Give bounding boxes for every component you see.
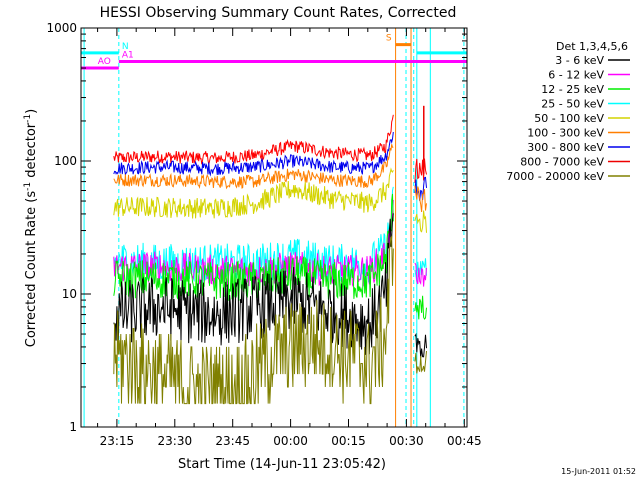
x-tick-label: 00:30	[389, 434, 424, 448]
plot-frame	[80, 27, 468, 428]
series-trace	[113, 199, 394, 287]
y-tick-label: 1	[69, 420, 77, 434]
axes: 23:15 23:30 23:45 00:00 00:15 00:30 00:45 1 10 10…	[46, 21, 481, 448]
x-tick-label: 23:30	[158, 434, 193, 448]
x-tick-label: 00:45	[447, 434, 482, 448]
x-tick-label: 23:15	[100, 434, 135, 448]
y-tick-label: 10	[62, 287, 77, 301]
legend-entry-label: 3 - 6 keV	[555, 54, 604, 67]
x-tick-label: 00:15	[331, 434, 366, 448]
y-axis-label: Corrected Count Rate (s-1 detector-1)	[23, 109, 39, 347]
series-trace	[113, 193, 394, 301]
series-trace	[113, 144, 394, 190]
y-tick-label: 100	[54, 154, 77, 168]
legend-entry-label: 7000 - 20000 keV	[506, 170, 604, 183]
y-axis-label-mid: detector	[24, 122, 39, 182]
legend-header: Det 1,3,4,5,6	[556, 40, 628, 53]
x-tick-label: 23:45	[215, 434, 250, 448]
series-trace	[113, 213, 394, 355]
series-trace-after	[414, 350, 427, 374]
plot-area: N AO A1 S	[81, 28, 467, 427]
chart-title: HESSI Observing Summary Count Rates, Cor…	[100, 5, 457, 21]
legend-entry-label: 300 - 800 keV	[527, 141, 604, 154]
state-bar-label: AO	[98, 57, 111, 67]
legend-entry-label: 50 - 100 keV	[534, 112, 604, 125]
x-axis-label: Start Time (14-Jun-11 23:05:42)	[178, 457, 386, 472]
y-tick-label: 1000	[46, 21, 77, 35]
y-axis-label-sup1: -1	[23, 182, 33, 191]
series-trace	[113, 167, 394, 219]
footer-date: 15-Jun-2011 01:52	[561, 467, 636, 476]
legend-entry-label: 800 - 7000 keV	[520, 156, 604, 169]
legend-entry-label: 25 - 50 keV	[541, 98, 604, 111]
series-trace	[113, 131, 394, 177]
series-trace	[113, 114, 394, 165]
y-axis-label-main: Corrected Count Rate (s	[24, 191, 39, 348]
series-trace-after	[414, 262, 427, 287]
state-bar-label: N	[122, 42, 129, 52]
x-tick-label: 00:00	[273, 434, 308, 448]
legend-entry-label: 6 - 12 keV	[548, 69, 604, 82]
state-bar-label: S	[386, 34, 392, 44]
legend-entry-label: 100 - 300 keV	[527, 127, 604, 140]
legend-entry-label: 12 - 25 keV	[541, 83, 604, 96]
y-axis-label-sup2: -1	[23, 114, 33, 123]
series-trace-after	[414, 185, 427, 213]
series-trace	[113, 234, 394, 405]
y-axis-label-end: )	[24, 109, 39, 114]
series-trace-after	[414, 295, 427, 320]
series-trace-after	[414, 210, 427, 233]
state-bar-label: A1	[122, 50, 134, 60]
